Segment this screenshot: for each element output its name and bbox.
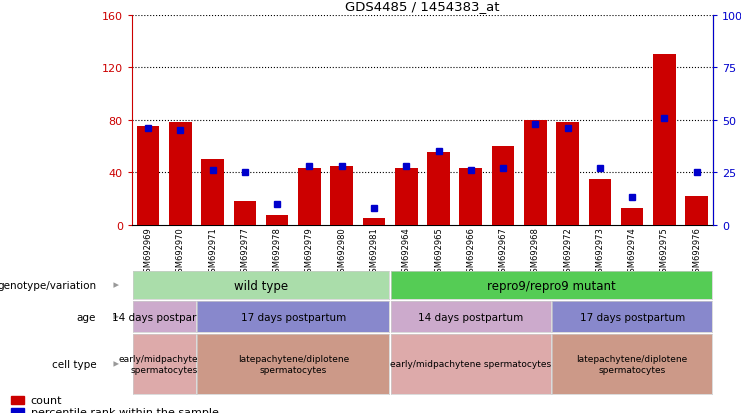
- Bar: [395, 169, 417, 225]
- Bar: [588, 179, 611, 225]
- Bar: [10, 408, 24, 413]
- Text: repro9/repro9 mutant: repro9/repro9 mutant: [487, 279, 616, 292]
- Text: 14 days postpartum: 14 days postpartum: [112, 312, 217, 322]
- Bar: [653, 55, 676, 225]
- Text: cell type: cell type: [52, 359, 96, 369]
- Bar: [202, 160, 224, 225]
- Title: GDS4485 / 1454383_at: GDS4485 / 1454383_at: [345, 0, 499, 13]
- Text: percentile rank within the sample: percentile rank within the sample: [30, 407, 219, 413]
- Bar: [266, 216, 288, 225]
- Text: latepachytene/diplotene
spermatocytes: latepachytene/diplotene spermatocytes: [576, 354, 688, 374]
- Bar: [524, 121, 547, 225]
- Bar: [556, 123, 579, 225]
- Text: wild type: wild type: [234, 279, 288, 292]
- Text: age: age: [77, 312, 96, 322]
- Bar: [330, 166, 353, 225]
- Bar: [459, 169, 482, 225]
- Text: count: count: [30, 395, 62, 405]
- Bar: [10, 396, 24, 404]
- Text: 17 days postpartum: 17 days postpartum: [241, 312, 346, 322]
- Bar: [685, 196, 708, 225]
- Bar: [298, 169, 321, 225]
- Text: 17 days postpartum: 17 days postpartum: [579, 312, 685, 322]
- Text: latepachytene/diplotene
spermatocytes: latepachytene/diplotene spermatocytes: [238, 354, 349, 374]
- Bar: [492, 147, 514, 225]
- Text: genotype/variation: genotype/variation: [0, 280, 96, 290]
- Bar: [233, 202, 256, 225]
- Bar: [428, 153, 450, 225]
- Bar: [137, 127, 159, 225]
- Text: 14 days postpartum: 14 days postpartum: [418, 312, 523, 322]
- Text: early/midpachytene
spermatocytes: early/midpachytene spermatocytes: [119, 354, 210, 374]
- Bar: [362, 218, 385, 225]
- Text: early/midpachytene spermatocytes: early/midpachytene spermatocytes: [391, 360, 551, 368]
- Bar: [169, 123, 192, 225]
- Bar: [621, 208, 643, 225]
